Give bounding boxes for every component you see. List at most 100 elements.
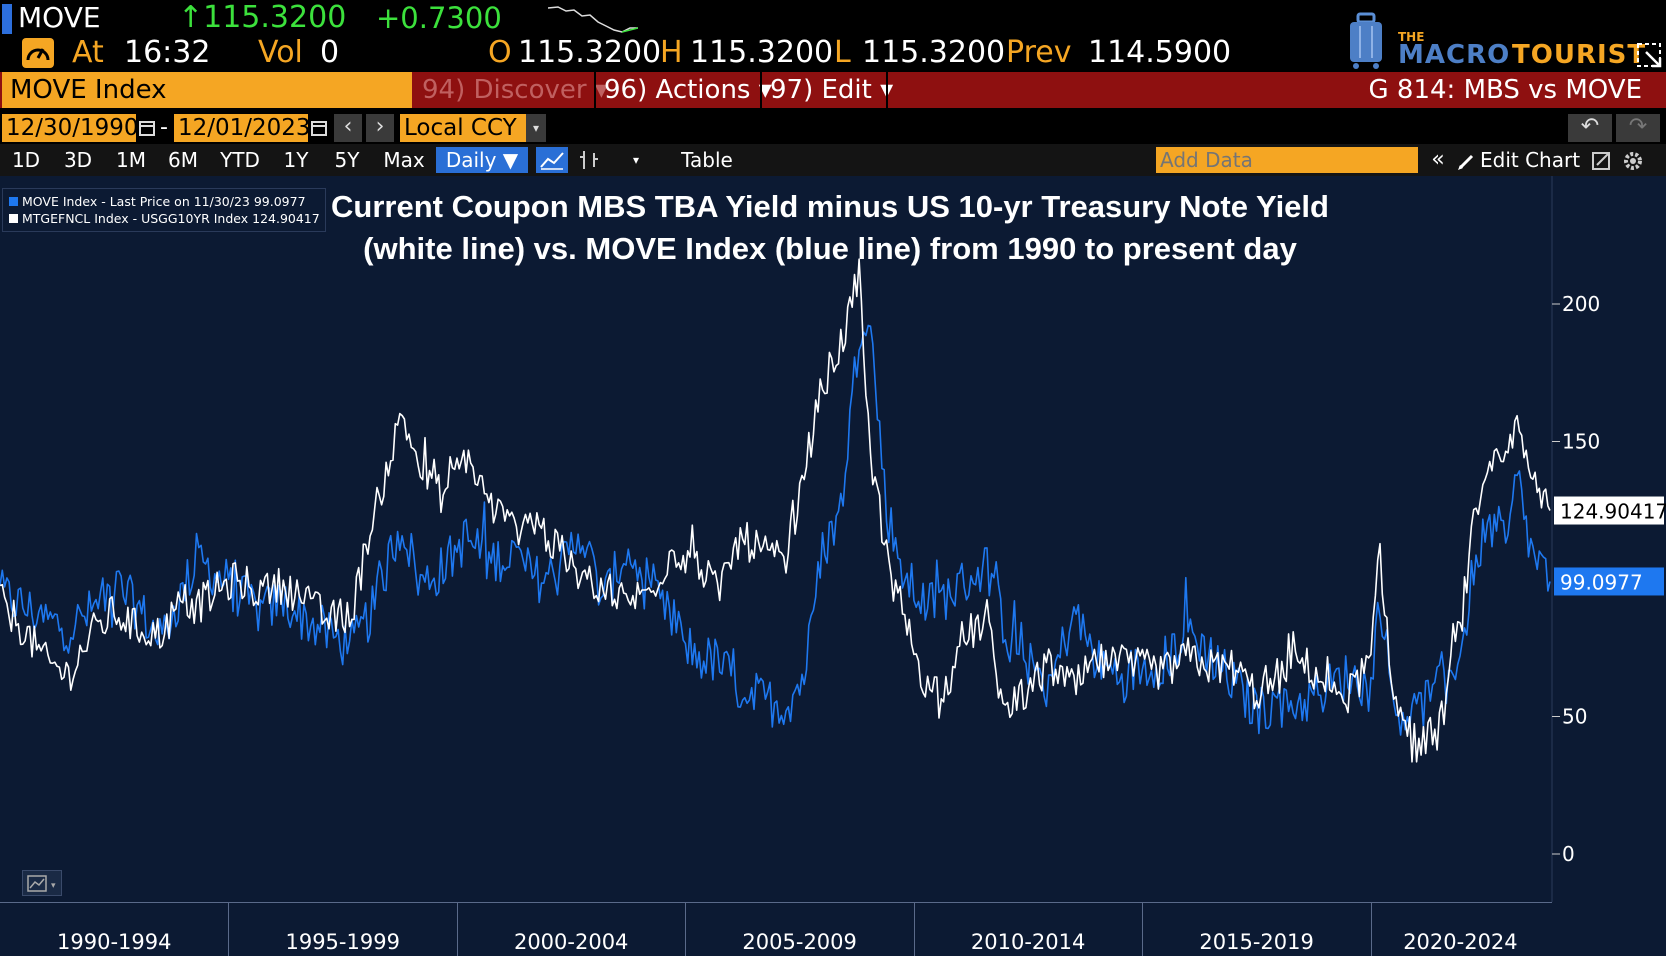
period-1m[interactable]: 1M [116, 148, 146, 172]
chart-legend[interactable]: MOVE Index - Last Price on 11/30/23 99.0… [2, 188, 326, 232]
x-group-label: 2020-2024 [1403, 930, 1518, 954]
y-ticks: 0 50 150 200 [1552, 292, 1600, 866]
edit-chart-button[interactable]: Edit Chart [1480, 148, 1581, 172]
chart-toolbar: 1D 3D 1M 6M YTD 1Y 5Y Max Daily ▼ ▾ Tabl… [0, 144, 1666, 176]
x-group-label: 2005-2009 [742, 930, 857, 954]
vol-label: Vol [258, 35, 303, 70]
high-label: H [660, 35, 683, 70]
quote-time: 16:32 [124, 35, 211, 70]
edit-annotation-icon[interactable] [1590, 150, 1614, 172]
period-5y[interactable]: 5Y [334, 148, 360, 172]
open-label: O [488, 35, 512, 70]
y-tick-label: 150 [1562, 430, 1600, 454]
price-change: +0.7300 [376, 1, 502, 35]
chart-area[interactable]: 0 50 150 200 124.90417 99.0977 MOVE Index - … [0, 176, 1666, 956]
period-max[interactable]: Max [383, 148, 425, 172]
gear-icon[interactable] [1620, 148, 1646, 174]
suitcase-logo-icon [1350, 12, 1382, 69]
legend-label: MOVE Index - Last Price on 11/30/23 99.0… [22, 194, 306, 209]
last-value-move: 99.0977 [1560, 570, 1643, 594]
logo-word-tourist: TOURIST [1512, 40, 1647, 70]
discover-menu[interactable]: 94) Discover ▾ [422, 75, 608, 105]
last-value-labels: 124.90417 99.0977 [1554, 496, 1666, 596]
x-group-label: 2015-2019 [1199, 930, 1314, 954]
chevron-right-icon[interactable]: › [366, 114, 394, 142]
logo-small-text: THE [1398, 30, 1425, 44]
calendar-icon[interactable] [310, 116, 328, 138]
table-button[interactable]: Table [681, 148, 733, 172]
last-value-label-bg [1554, 567, 1664, 596]
start-date-input[interactable]: 12/30/1990 [2, 114, 139, 142]
chart-type-menu-icon[interactable]: ▾ [22, 870, 62, 896]
series-line-move [0, 324, 1551, 736]
y-tick-label: 0 [1562, 842, 1575, 866]
sparkline-icon [548, 6, 638, 33]
last-value-spread: 124.90417 [1560, 500, 1666, 524]
high-price: 115.3200 [690, 35, 834, 70]
security-header: MOVE ↑115.3200 +0.7300 At 16:32 Vol 0 O … [0, 0, 1666, 72]
series-line-spread [0, 258, 1551, 763]
last-price: ↑115.3200 [178, 0, 347, 35]
undo-icon[interactable]: ↶ [1568, 114, 1612, 142]
low-label: L [834, 35, 851, 70]
redo-icon[interactable]: ↷ [1616, 114, 1660, 142]
period-1y[interactable]: 1Y [283, 148, 309, 172]
prev-label: Prev [1006, 35, 1072, 70]
x-group-divider [1370, 902, 1372, 956]
popout-icon[interactable] [1636, 42, 1664, 70]
bar-chart-icon[interactable] [576, 147, 604, 173]
svg-text:▾: ▾ [51, 881, 56, 891]
last-value-label-bg [1554, 496, 1664, 525]
x-group-divider [913, 902, 915, 956]
period-1d[interactable]: 1D [11, 148, 41, 172]
pencil-icon[interactable] [1456, 150, 1478, 172]
low-price: 115.3200 [862, 35, 1006, 70]
speedometer-icon[interactable] [22, 38, 54, 68]
function-bar: MOVE Index 94) Discover ▾ 96) Actions ▾ … [0, 72, 1666, 108]
chart-title: Current Coupon MBS TBA Yield minus US 10… [331, 189, 1329, 266]
line-chart: 0 50 150 200 124.90417 99.0977 [0, 176, 1666, 902]
period-3d[interactable]: 3D [63, 148, 93, 172]
date-range-bar: 12/30/1990 - 12/01/2023 ‹ › Local CCY ▾ … [0, 112, 1666, 144]
double-chevron-left-icon[interactable]: « [1431, 147, 1445, 172]
add-data-input[interactable] [1156, 147, 1418, 173]
at-label: At [72, 35, 104, 70]
series-lines [0, 258, 1551, 763]
ticker-marker [2, 4, 12, 34]
ticker[interactable]: MOVE [18, 1, 101, 34]
logo-word-macro: MACRO [1398, 40, 1511, 70]
legend-swatch [9, 197, 18, 206]
period-6m[interactable]: 6M [168, 148, 198, 172]
prev-price: 114.5900 [1088, 35, 1232, 70]
y-tick-label: 50 [1562, 705, 1587, 729]
x-group-divider [228, 902, 230, 956]
end-date-input[interactable]: 12/01/2023 [174, 114, 311, 142]
x-axis-line [0, 902, 1552, 903]
period-ytd[interactable]: YTD [220, 148, 260, 172]
legend-entry-spread: MTGEFNCL Index - USGG10YR Index 124.9041… [9, 210, 320, 227]
x-group-label: 1990-1994 [57, 930, 172, 954]
actions-menu[interactable]: 96) Actions ▾ [604, 75, 772, 105]
volume: 0 [320, 35, 340, 70]
page-title: G 814: MBS vs MOVE [1368, 75, 1643, 105]
edit-menu[interactable]: 97) Edit ▾ [770, 75, 894, 105]
legend-swatch [9, 214, 18, 223]
open-price: 115.3200 [518, 35, 662, 70]
currency-select[interactable]: Local CCY [400, 114, 526, 142]
x-group-label: 2000-2004 [513, 930, 629, 954]
currency-dropdown-icon[interactable]: ▾ [526, 114, 546, 142]
chevron-left-icon[interactable]: ‹ [334, 114, 362, 142]
security-field[interactable]: MOVE Index [2, 72, 412, 108]
x-group-divider [685, 902, 687, 956]
chart-type-dropdown-icon[interactable]: ▾ [632, 153, 640, 167]
x-axis: 1990-1994 1995-1999 2000-2004 2005-2009 2010… [0, 902, 1666, 956]
calendar-icon[interactable] [138, 116, 156, 138]
date-separator: - [160, 115, 168, 140]
frequency-select[interactable]: Daily ▼ [436, 147, 528, 173]
x-group-label: 1995-1999 [285, 930, 400, 954]
x-group-label: 2010-2014 [970, 930, 1086, 954]
x-group-divider [1142, 902, 1144, 956]
y-tick-label: 200 [1562, 292, 1600, 316]
x-group-divider [456, 902, 458, 956]
line-chart-icon[interactable] [536, 147, 568, 173]
